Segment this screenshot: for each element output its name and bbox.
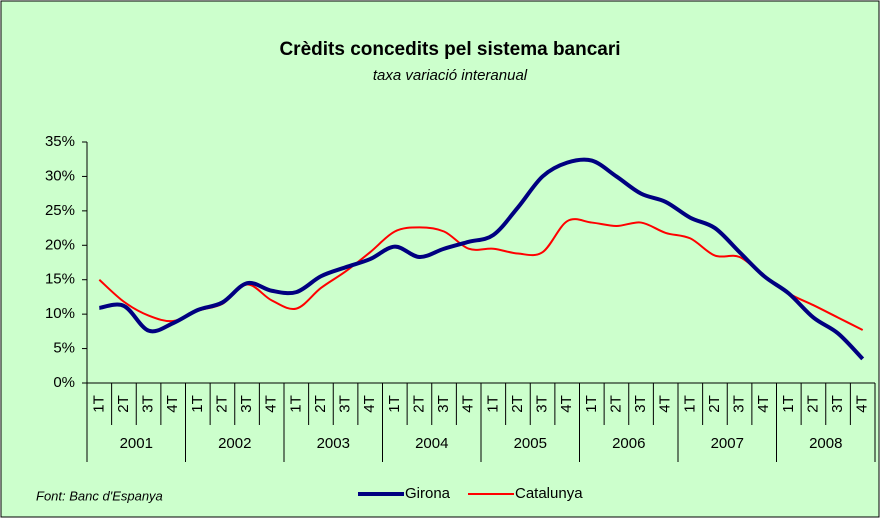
x-group-label: 2003 xyxy=(317,435,350,452)
x-group-label: 2008 xyxy=(809,435,842,452)
y-tick-label: 5% xyxy=(53,340,75,357)
x-tick-label: 4T xyxy=(755,395,772,413)
x-tick-label: 4T xyxy=(460,395,477,413)
source-note: Font: Banc d'Espanya xyxy=(36,488,163,503)
x-tick-label: 2T xyxy=(509,395,526,413)
x-tick-label: 1T xyxy=(189,395,206,413)
x-tick-label: 3T xyxy=(238,395,255,413)
x-tick-label: 4T xyxy=(361,395,378,413)
y-tick-label: 35% xyxy=(45,133,75,150)
x-tick-label: 2T xyxy=(312,395,329,413)
x-group-label: 2002 xyxy=(218,435,251,452)
y-tick-label: 10% xyxy=(45,305,75,322)
x-tick-label: 4T xyxy=(657,395,674,413)
x-tick-label: 4T xyxy=(164,395,181,413)
x-group-label: 2006 xyxy=(612,435,645,452)
chart-subtitle: taxa variació interanual xyxy=(373,67,528,84)
x-tick-label: 4T xyxy=(263,395,280,413)
x-tick-label: 3T xyxy=(435,395,452,413)
y-tick-label: 25% xyxy=(45,202,75,219)
x-group-label: 2004 xyxy=(415,435,448,452)
x-tick-label: 3T xyxy=(632,395,649,413)
legend-label: Catalunya xyxy=(515,485,583,502)
x-tick-label: 2T xyxy=(804,395,821,413)
x-group-label: 2001 xyxy=(120,435,153,452)
x-tick-label: 1T xyxy=(780,395,797,413)
x-tick-label: 2T xyxy=(115,395,132,413)
x-group-label: 2007 xyxy=(711,435,744,452)
series-line xyxy=(98,157,865,361)
x-tick-label: 3T xyxy=(534,395,551,413)
x-tick-label: 2T xyxy=(706,395,723,413)
x-tick-label: 3T xyxy=(337,395,354,413)
y-tick-label: 0% xyxy=(53,374,75,391)
x-tick-label: 1T xyxy=(386,395,403,413)
legend-label: Girona xyxy=(405,485,451,502)
chart-title: Crèdits concedits pel sistema bancari xyxy=(279,39,620,60)
x-tick-label: 1T xyxy=(681,395,698,413)
x-tick-label: 1T xyxy=(484,395,501,413)
x-tick-label: 1T xyxy=(287,395,304,413)
x-tick-label: 3T xyxy=(731,395,748,413)
x-tick-label: 4T xyxy=(854,395,871,413)
x-tick-label: 2T xyxy=(410,395,427,413)
x-tick-label: 4T xyxy=(558,395,575,413)
x-tick-label: 1T xyxy=(583,395,600,413)
x-tick-label: 3T xyxy=(829,395,846,413)
x-tick-label: 2T xyxy=(213,395,230,413)
x-group-label: 2005 xyxy=(514,435,547,452)
x-tick-label: 1T xyxy=(90,395,107,413)
y-tick-label: 15% xyxy=(45,271,75,288)
y-tick-label: 20% xyxy=(45,236,75,253)
y-tick-label: 30% xyxy=(45,167,75,184)
x-tick-label: 3T xyxy=(140,395,157,413)
x-tick-label: 2T xyxy=(607,395,624,413)
